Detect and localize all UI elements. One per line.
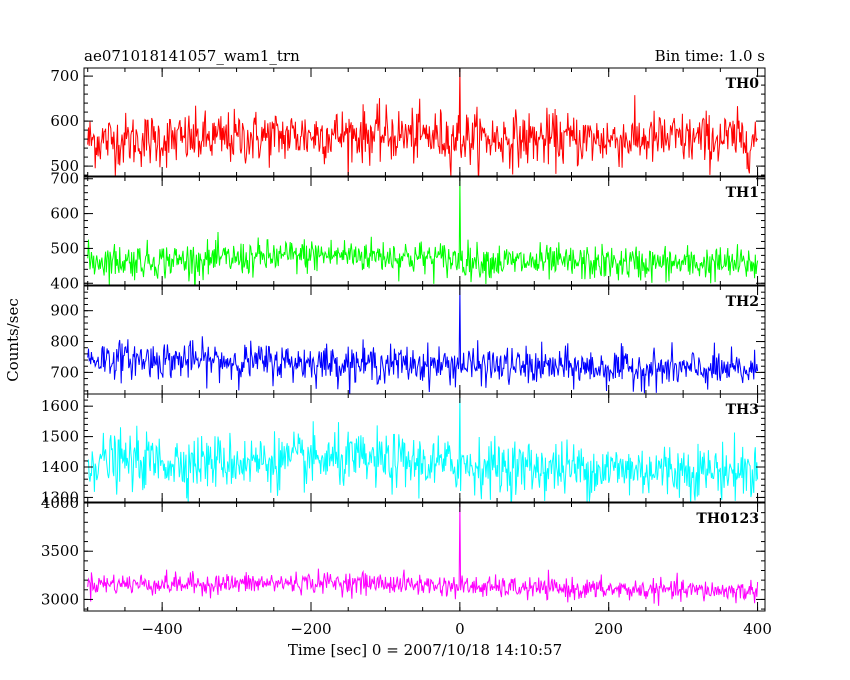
y-tick-label: 3500 [41, 542, 79, 560]
y-tick-label: 600 [50, 112, 79, 130]
bin-time-label: Bin time: 1.0 s [655, 47, 765, 65]
series-line-th1 [87, 178, 759, 285]
panel-label-th1: TH1 [726, 185, 759, 201]
panel-label-th3: TH3 [726, 402, 759, 418]
panel-th1: 400 500 600 700 TH1 [50, 170, 766, 292]
chart-title: ae071018141057_wam1_trn [84, 47, 300, 65]
y-tick-label: 500 [50, 157, 79, 175]
y-tick-label: 800 [50, 333, 79, 351]
y-axis-title: Counts/sec [4, 298, 22, 382]
x-tick-label: −400 [142, 620, 183, 638]
panel-th2: 700 800 900 TH2 [50, 285, 766, 395]
y-tick-label: 400 [50, 274, 79, 292]
y-tick-label: 4000 [41, 494, 79, 512]
panel-th0: 500 600 700 TH0 [50, 67, 766, 177]
x-tick-label: 0 [455, 620, 465, 638]
series-line-th3 [87, 396, 759, 502]
y-tick-label: 700 [50, 170, 79, 188]
panel-label-th2: TH2 [726, 294, 759, 310]
y-tick-label: 1400 [41, 458, 79, 476]
y-tick-label: 500 [50, 239, 79, 257]
y-tick-label: 700 [50, 363, 79, 381]
y-tick-label: 1500 [41, 428, 79, 446]
y-tick-label: 900 [50, 302, 79, 320]
x-tick-label: 200 [594, 620, 623, 638]
y-tick-label: 3000 [41, 590, 79, 608]
x-tick-label: −200 [290, 620, 331, 638]
x-tick-labels: −400 −200 0 200 400 [142, 620, 772, 638]
panel-th0123: 3000 3500 4000 TH0123 [41, 494, 766, 612]
panel-th3: 1300 1400 1500 1600 TH3 [41, 393, 766, 506]
x-axis-title: Time [sec] 0 = 2007/10/18 14:10:57 [288, 641, 562, 659]
y-tick-label: 700 [50, 67, 79, 85]
series-line-th2 [87, 287, 759, 394]
panel-frame [83, 393, 766, 503]
y-tick-label: 1600 [41, 397, 79, 415]
panel-label-th0: TH0 [726, 76, 760, 92]
panel-frame [83, 502, 766, 612]
y-tick-label: 1300 [41, 488, 79, 506]
panel-label-th0123: TH0123 [696, 511, 759, 527]
panel-frame [83, 176, 766, 286]
y-tick-label: 600 [50, 205, 79, 223]
series-line-th0123 [87, 503, 759, 606]
x-tick-label: 400 [743, 620, 772, 638]
panels-group: 500 600 700 TH0 400 500 600 700 TH1 700 800 900 TH2 1… [41, 67, 766, 612]
series-line-th0 [87, 68, 759, 176]
panel-frame [83, 67, 766, 177]
